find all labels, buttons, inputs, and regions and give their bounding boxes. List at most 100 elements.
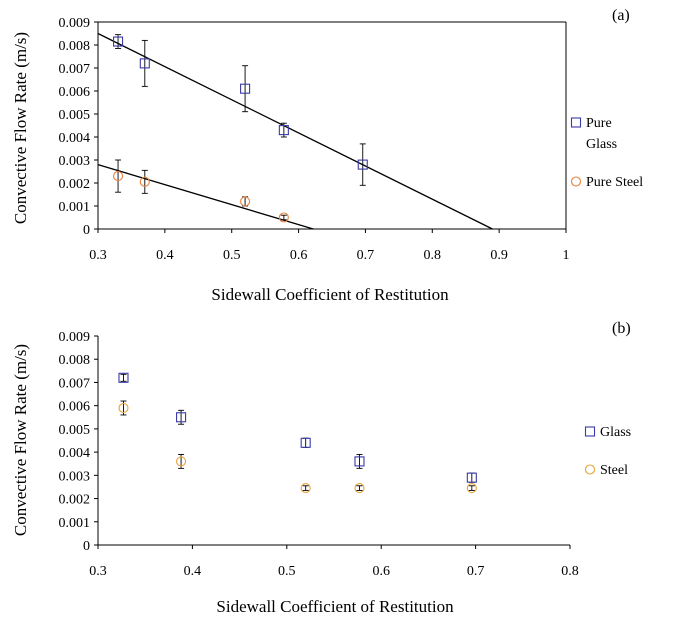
panel-a-y-tick-label: 0.005 [59, 108, 91, 123]
panel-b-y-tick-label: 0.002 [59, 493, 91, 508]
panel-a-legend: Pure Glass Pure Steel [570, 116, 643, 190]
square-marker [113, 36, 124, 47]
panel-a-y-tick-label: 0.001 [59, 200, 91, 215]
circle-marker [240, 196, 251, 207]
panel-b-label: (b) [612, 320, 631, 337]
panel-a-legend-label: Pure Steel [586, 175, 643, 190]
panel-b-data-points [118, 372, 477, 494]
panel-b-y-tick-label: 0.008 [59, 353, 91, 368]
panel-a-y-tick-label: 0.008 [59, 39, 91, 54]
panel-b-axes [94, 335, 571, 549]
panel-a-label: (a) [612, 7, 630, 24]
panel-b-x-tick-label: 0.5 [278, 564, 296, 579]
panel-a-point-pure-glass [139, 39, 150, 87]
square-marker [240, 83, 251, 94]
legend-circle-marker [584, 464, 596, 475]
panel-b-x-tick-label: 0.6 [372, 564, 390, 579]
panel-a-point-pure-steel [240, 196, 251, 207]
panel-b-point-glass [176, 409, 187, 425]
panel-b-tick-labels: 0 0.001 0.002 0.003 0.004 0.005 0.006 0.007 0.00… [59, 330, 579, 579]
panel-b-point-steel [354, 483, 365, 494]
panel-a-x-tick-label: 0.7 [357, 248, 375, 263]
panel-b-point-steel [466, 483, 477, 494]
panel-a-y-tick-label: 0.006 [59, 85, 91, 100]
panel-b-y-axis-title: Convective Flow Rate (m/s) [11, 344, 30, 536]
panel-a-point-pure-glass [113, 34, 124, 49]
circle-marker [176, 456, 187, 467]
panel-b-point-glass [300, 437, 311, 448]
panel-b-x-tick-label: 0.8 [561, 564, 579, 579]
panel-a-x-tick-label: 0.9 [490, 248, 508, 263]
panel-b-point-glass [466, 472, 477, 483]
circle-marker [278, 212, 289, 223]
panel-a-legend-item-pure-steel: Pure Steel [570, 175, 643, 190]
panel-a-tick-labels: 0 0.001 0.002 0.003 0.004 0.005 0.006 0.007 0.00… [59, 16, 570, 263]
panel-a: (a) Convective Flow Rate (m/s) Sidewall … [11, 7, 643, 304]
panel-b-x-tick-label: 0.3 [89, 564, 107, 579]
panel-a-y-tick-label: 0.009 [59, 16, 91, 31]
panel-a-point-pure-steel [113, 159, 124, 193]
panel-a-x-tick-label: 0.6 [290, 248, 308, 263]
square-marker [118, 372, 129, 383]
panel-b-y-tick-label: 0.001 [59, 516, 91, 531]
panel-a-point-pure-glass [240, 65, 251, 113]
panel-a-x-axis-title: Sidewall Coefficient of Restitution [211, 285, 449, 304]
legend-square-marker [584, 426, 596, 437]
panel-b-y-tick-label: 0.006 [59, 400, 91, 415]
panel-a-point-pure-steel [139, 169, 150, 194]
panel-b-y-tick-label: 0.004 [59, 446, 91, 461]
square-marker [300, 437, 311, 448]
panel-a-y-tick-label: 0 [83, 223, 90, 238]
panel-a-y-axis-title: Convective Flow Rate (m/s) [11, 32, 30, 224]
panel-a-data-points [113, 34, 368, 223]
panel-a-x-tick-label: 0.3 [89, 248, 107, 263]
panel-b-point-glass [118, 372, 129, 383]
panel-a-y-tick-label: 0.004 [59, 131, 91, 146]
panel-b: (b) Convective Flow Rate (m/s) Sidewall … [11, 320, 631, 616]
panel-b-y-tick-label: 0.003 [59, 469, 91, 484]
square-marker [466, 472, 477, 483]
panel-b-x-tick-label: 0.4 [184, 564, 202, 579]
circle-marker [139, 176, 150, 187]
panel-a-fit-line-pure-steel [97, 163, 314, 230]
panel-a-x-tick-label: 0.5 [223, 248, 241, 263]
panel-b-legend-item-glass: Glass [584, 425, 631, 440]
circle-marker [113, 171, 124, 182]
panel-b-point-steel [176, 453, 187, 469]
circle-marker [354, 483, 365, 494]
circle-marker [118, 402, 129, 414]
panel-a-legend-item-pure-glass: Pure Glass [570, 116, 617, 152]
panel-a-fit-line-pure-glass [97, 32, 493, 230]
square-marker [354, 456, 365, 467]
panel-b-legend-item-steel: Steel [584, 463, 628, 478]
panel-b-x-axis-title: Sidewall Coefficient of Restitution [216, 597, 454, 616]
square-marker [357, 159, 368, 170]
circle-marker [300, 483, 311, 494]
square-marker [176, 412, 187, 423]
square-marker [278, 125, 289, 136]
panel-b-point-glass [354, 453, 365, 469]
panel-a-x-tick-label: 1 [563, 248, 570, 263]
panel-b-y-tick-label: 0 [83, 539, 90, 554]
panel-a-point-pure-steel [278, 212, 289, 223]
panel-a-y-tick-label: 0.002 [59, 177, 91, 192]
panel-a-point-pure-glass [357, 143, 368, 186]
panel-a-y-tick-label: 0.003 [59, 154, 91, 169]
panel-b-legend: Glass Steel [584, 425, 631, 478]
panel-a-x-tick-label: 0.8 [424, 248, 442, 263]
panel-b-point-steel [300, 483, 311, 494]
panel-a-y-tick-label: 0.007 [59, 62, 91, 77]
legend-circle-marker [570, 176, 582, 187]
panel-b-y-tick-label: 0.005 [59, 423, 91, 438]
panel-a-fit-lines [97, 32, 493, 230]
panel-b-legend-label: Glass [600, 425, 631, 440]
panel-b-y-tick-label: 0.009 [59, 330, 91, 345]
circle-marker [466, 483, 477, 494]
panel-a-legend-label: Glass [586, 137, 617, 152]
legend-square-marker [570, 117, 582, 128]
square-marker [139, 58, 150, 69]
panel-b-legend-label: Steel [600, 463, 628, 478]
panel-b-y-tick-label: 0.007 [59, 376, 91, 391]
panel-a-point-pure-glass [278, 122, 289, 138]
